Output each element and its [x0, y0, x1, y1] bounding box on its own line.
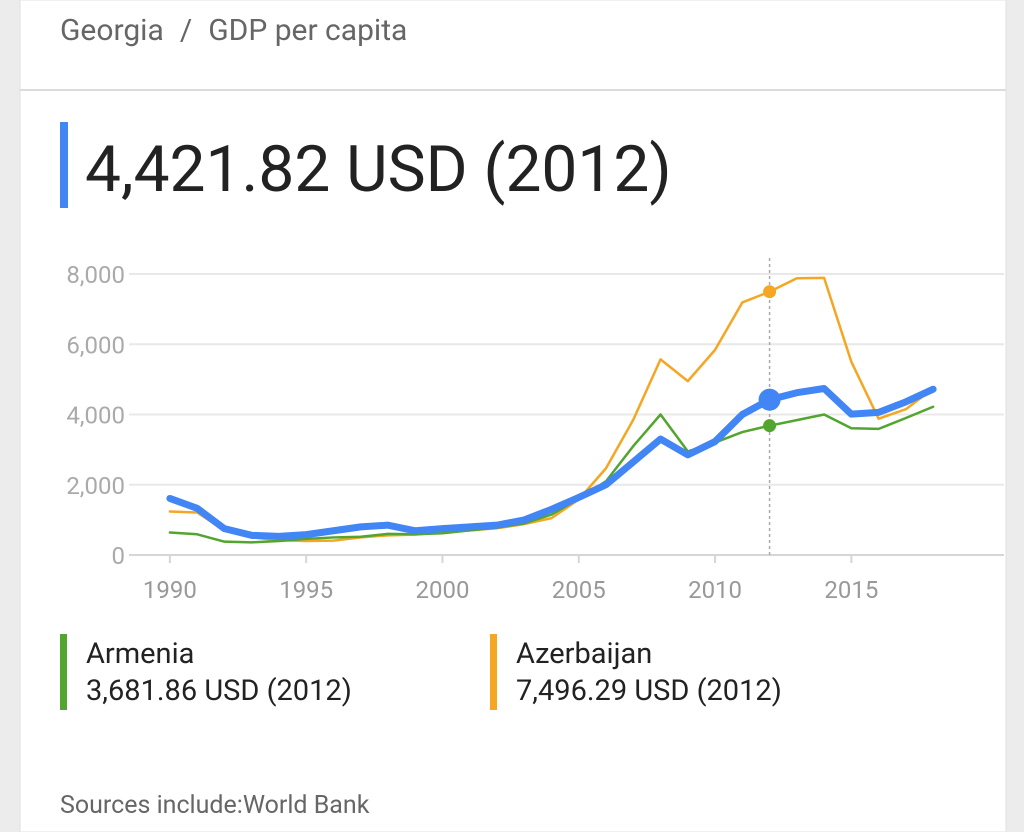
- headline-bar: [60, 122, 68, 208]
- highlight-dot: [758, 388, 781, 411]
- y-tick-label: 6,000: [66, 331, 125, 359]
- series-line: [168, 405, 935, 544]
- x-tick-label: 2005: [552, 576, 606, 604]
- x-tick-label: 1990: [143, 576, 197, 604]
- y-tick-label: 8,000: [66, 261, 125, 289]
- country: Georgia: [60, 13, 164, 48]
- chart-title: GDP per capita: [208, 13, 407, 48]
- x-tick-label: 2015: [824, 576, 878, 604]
- x-tick-label: 2010: [688, 576, 742, 604]
- headline: 4,421.82 USD (2012): [85, 132, 672, 207]
- source: Sources include:World Bank: [60, 791, 370, 820]
- highlight-dot: [763, 419, 777, 433]
- x-tick-label: 2000: [415, 576, 469, 604]
- y-tick-label: 2,000: [66, 472, 125, 500]
- legend-value: 3,681.86 USD (2012): [86, 674, 352, 708]
- y-tick-label: 0: [112, 542, 126, 570]
- series-line: [166, 385, 937, 540]
- x-tick-label: 1995: [279, 576, 333, 604]
- legend-value: 7,496.29 USD (2012): [516, 674, 782, 708]
- legend-swatch: [490, 634, 497, 710]
- legend-name: Azerbaijan: [516, 637, 652, 671]
- y-tick-label: 4,000: [66, 402, 125, 430]
- breadcrumb: Georgia / GDP per capita: [60, 13, 407, 48]
- separator: /: [180, 13, 192, 48]
- highlight-dot: [763, 285, 777, 299]
- legend-name: Armenia: [86, 637, 194, 671]
- plot: 0 2,000 4,000 6,000 8,000 1990 1995 2000 2005 201…: [66, 258, 1004, 604]
- card-bg: [19, 0, 1007, 832]
- legend-swatch: [60, 634, 67, 710]
